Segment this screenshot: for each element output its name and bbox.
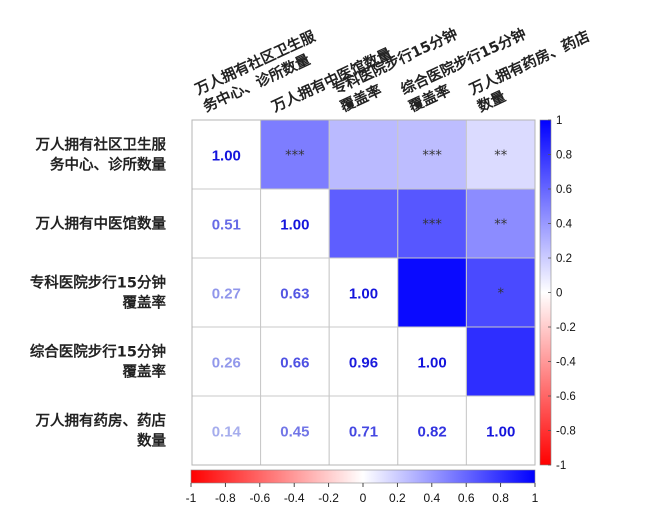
row-label: 万人拥有中医馆数量 (35, 215, 167, 233)
heatmap-cell (465, 395, 536, 466)
significance-stars: ** (494, 149, 508, 164)
row-labels: 万人拥有社区卫生服务中心、诊所数量万人拥有中医馆数量专科医院步行15分钟覆盖率综… (30, 136, 167, 450)
heatmap-cell (465, 326, 536, 397)
significance-stars: *** (422, 218, 442, 233)
horizontal-colorbar-tick-label: 0 (360, 491, 367, 505)
heatmap-cell (260, 326, 330, 397)
vertical-colorbar-tick-label: -0.4 (556, 357, 576, 369)
horizontal-colorbar-tick-label: -0.6 (249, 491, 270, 505)
heatmap-grid: 1.00 *** *** **0.51 1.00 *** **0.27 0.63 1.00 *0.… (191, 119, 536, 466)
heatmap-cell (465, 257, 536, 328)
heatmap-cell (328, 188, 399, 259)
significance-stars: ** (494, 218, 508, 233)
row-label-line: 综合医院步行15分钟 (30, 343, 166, 361)
vertical-colorbar-tick-label: 0.8 (556, 150, 572, 162)
row-label-line: 覆盖率 (123, 294, 167, 312)
heatmap-cell (397, 395, 467, 466)
significance-stars: * (497, 287, 504, 302)
vertical-colorbar-tick-label: 1 (556, 115, 562, 127)
heatmap-cell (260, 188, 330, 259)
horizontal-colorbar-tick-label: 0.6 (458, 491, 475, 505)
correlation-value: 1.00 (280, 217, 309, 234)
vertical-colorbar-tick-label: -1 (556, 460, 566, 472)
correlation-value: 0.63 (280, 286, 309, 303)
vertical-colorbar-tick-label: -0.2 (556, 322, 576, 334)
heatmap-cell (191, 119, 262, 190)
heatmap-cell (328, 395, 399, 466)
correlation-value: 0.82 (417, 424, 446, 441)
heatmap-cell (465, 119, 536, 190)
horizontal-colorbar: -1 -0.8 -0.6 -0.4 -0.2 0 0.2 0.4 0.6 0.8 1 (186, 469, 539, 505)
horizontal-colorbar-gradient (190, 469, 536, 484)
heatmap-cell (328, 119, 399, 190)
heatmap-cell (397, 326, 467, 397)
horizontal-colorbar-tick-label: -0.2 (318, 491, 339, 505)
horizontal-colorbar-tick-label: -1 (186, 491, 197, 505)
row-label-line: 专科医院步行15分钟 (30, 274, 166, 292)
correlation-value: 1.00 (212, 148, 241, 165)
heatmap-cell (397, 257, 467, 328)
heatmap-cell (260, 119, 330, 190)
row-label-line: 万人拥有社区卫生服 (35, 136, 167, 154)
correlation-value: 0.66 (280, 355, 309, 372)
correlation-value: 0.27 (212, 286, 241, 303)
correlation-value: 1.00 (486, 424, 515, 441)
row-label-line: 万人拥有药房、药店 (35, 412, 167, 430)
vertical-colorbar-tick-label: 0.2 (556, 253, 572, 265)
vertical-colorbar-tick-label: 0.4 (556, 219, 573, 231)
horizontal-colorbar-tick-label: 0.4 (423, 491, 440, 505)
column-labels: 万人拥有社区卫生服务中心、诊所数量万人拥有中医馆数量专科医院步行15分钟覆盖率综… (191, 25, 593, 117)
heatmap-cell (260, 395, 330, 466)
vertical-colorbar-tick-label: 0.6 (556, 184, 572, 196)
row-label-line: 万人拥有中医馆数量 (35, 215, 167, 233)
horizontal-colorbar-tick-label: 0.2 (389, 491, 406, 505)
vertical-colorbar: 1 0.8 0.6 0.4 0.2 0 -0.2 -0.4 -0.6 -0.8 -1 (539, 115, 576, 472)
horizontal-colorbar-tick-label: -0.8 (215, 491, 236, 505)
heatmap-cell (465, 188, 536, 259)
heatmap-cell (260, 257, 330, 328)
significance-stars: *** (285, 149, 305, 164)
row-label-line: 数量 (137, 432, 166, 450)
correlation-value: 0.71 (349, 424, 378, 441)
horizontal-colorbar-tick-label: 1 (532, 491, 539, 505)
significance-stars: *** (422, 149, 442, 164)
row-label-line: 覆盖率 (123, 363, 167, 381)
row-label-line: 务中心、诊所数量 (50, 156, 166, 174)
correlation-value: 0.14 (212, 424, 242, 441)
correlation-value: 0.51 (212, 217, 241, 234)
correlation-value: 0.45 (280, 424, 309, 441)
column-label-line: 综合医院步行15分钟 (398, 25, 529, 99)
vertical-colorbar-tick-label: -0.6 (556, 391, 576, 403)
correlation-value: 0.26 (212, 355, 241, 372)
correlation-value: 1.00 (417, 355, 446, 372)
correlation-value: 0.96 (349, 355, 378, 372)
column-label-line: 万人拥有药房、药店 (466, 27, 593, 99)
horizontal-colorbar-tick-label: 0.8 (492, 491, 509, 505)
grid-border (191, 119, 536, 466)
correlation-value: 1.00 (349, 286, 378, 303)
horizontal-colorbar-tick-label: -0.4 (284, 491, 305, 505)
vertical-colorbar-tick-label: 0 (556, 288, 562, 300)
vertical-colorbar-tick-label: -0.8 (556, 426, 576, 438)
